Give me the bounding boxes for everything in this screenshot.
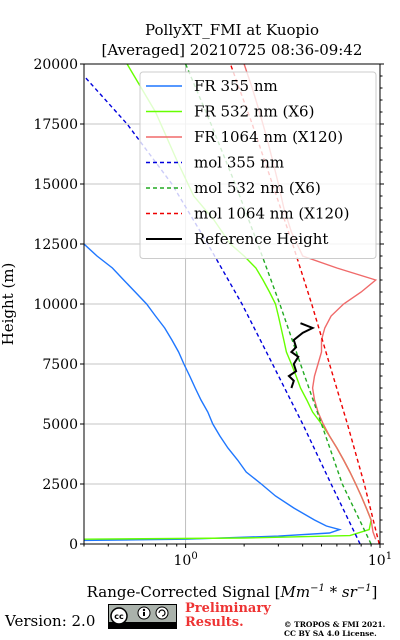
preliminary-notice: Preliminary Results. [185,602,271,630]
cc-by-sa-icon: cc [108,604,177,629]
x-tick-label: 101 [368,551,392,569]
legend-label-5: mol 1064 nm (X120) [194,205,349,223]
x-tick-label: 100 [174,551,198,569]
version-label: Version: 2.0 [5,612,96,630]
y-tick-label: 0 [69,537,78,553]
legend-label-4: mol 532 nm (X6) [194,179,321,197]
svg-text:cc: cc [114,612,124,621]
y-tick-label: 7500 [42,357,78,373]
y-tick-label: 10000 [33,297,78,313]
chart: 0 2500 5000 7500 10000 12500 15000 17500 20000 10… [0,57,392,600]
legend-label-3: mol 355 nm [194,154,284,172]
y-tick-label: 15000 [33,177,78,193]
y-tick-label: 5000 [42,417,78,433]
y-tick-label: 12500 [33,237,78,253]
copyright-notice: © TROPOS & FMI 2021. CC BY SA 4.0 Licens… [284,620,385,638]
y-axis-label: Height (m) [0,263,17,346]
legend-box [139,71,377,259]
y-tick-label: 20000 [33,57,78,73]
legend-label-2: FR 1064 nm (X120) [194,128,343,146]
legend-label-1: FR 532 nm (X6) [194,103,314,121]
y-tick-label: 17500 [33,117,78,133]
copyright-line2: CC BY SA 4.0 License. [284,629,377,638]
series-line-0 [84,243,343,542]
preliminary-line1: Preliminary [185,601,271,616]
chart-title-line1: PollyXT_FMI at Kuopio [145,21,319,39]
copyright-line1: © TROPOS & FMI 2021. [284,620,386,629]
legend-label-0: FR 355 nm [194,77,278,95]
y-tick-label: 2500 [42,477,78,493]
legend-label-6: Reference Height [194,230,328,248]
preliminary-line2: Results. [185,615,244,630]
series-line-6 [287,322,316,389]
chart-title-line2: [Averaged] 20210725 08:36-09:42 [101,41,363,59]
x-axis-label: Range-Corrected Signal [Mm−1 * sr−1] [87,583,378,600]
